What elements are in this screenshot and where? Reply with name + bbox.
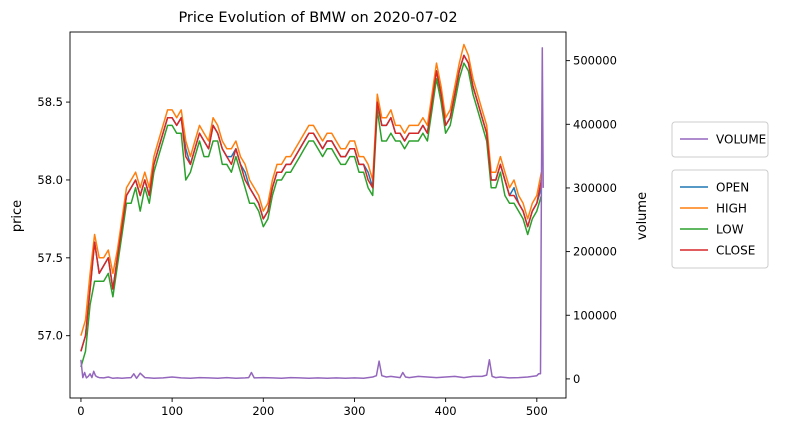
x-tick-label: 100 bbox=[161, 404, 183, 418]
x-tick-label: 400 bbox=[435, 404, 457, 418]
y2-tick-label: 100000 bbox=[573, 308, 617, 322]
series-line-close bbox=[80, 54, 543, 352]
x-tick-label: 200 bbox=[252, 404, 274, 418]
legend-volume: VOLUME bbox=[671, 121, 769, 158]
x-tick-label: 300 bbox=[343, 404, 365, 418]
y2-tick-label: 200000 bbox=[573, 245, 617, 259]
x-axis-ticks: 0 100 200 300 400 500 bbox=[77, 398, 548, 418]
y-axis-label-price: price bbox=[10, 200, 25, 232]
y-axis-label-volume: volume bbox=[635, 192, 650, 240]
legend-label-volume: VOLUME bbox=[716, 133, 766, 147]
legend-label-open: OPEN bbox=[716, 181, 749, 195]
y2-tick-label: 300000 bbox=[573, 181, 617, 195]
legend-label-close: CLOSE bbox=[716, 244, 755, 258]
y2-tick-label: 500000 bbox=[573, 54, 617, 68]
y-axis-left-ticks: 57.0 57.5 58.0 58.5 bbox=[37, 95, 70, 343]
legend-label-low: LOW bbox=[716, 223, 744, 237]
legend-price: OPEN HIGH LOW CLOSE bbox=[671, 169, 769, 269]
legend-box bbox=[671, 121, 769, 158]
plot-lines bbox=[80, 43, 544, 380]
chart-title: Price Evolution of BMW on 2020-07-02 bbox=[178, 10, 457, 26]
y-tick-label: 58.0 bbox=[37, 173, 63, 187]
series-line-volume bbox=[80, 47, 544, 380]
y2-tick-label: 0 bbox=[573, 372, 580, 386]
series-line-low bbox=[80, 62, 543, 368]
axes-frame bbox=[69, 31, 567, 399]
series-line-high bbox=[80, 43, 543, 336]
y-tick-label: 57.5 bbox=[37, 251, 63, 265]
legend-box bbox=[671, 169, 769, 269]
x-tick-label: 500 bbox=[526, 404, 548, 418]
legend-label-high: HIGH bbox=[716, 202, 747, 216]
y-tick-label: 58.5 bbox=[37, 95, 63, 109]
plot-area-border bbox=[69, 31, 567, 399]
y-axis-right-ticks: 0 100000 200000 300000 400000 500000 bbox=[566, 54, 617, 386]
y2-tick-label: 400000 bbox=[573, 117, 617, 131]
y-tick-label: 57.0 bbox=[37, 329, 63, 343]
x-tick-label: 0 bbox=[77, 404, 84, 418]
